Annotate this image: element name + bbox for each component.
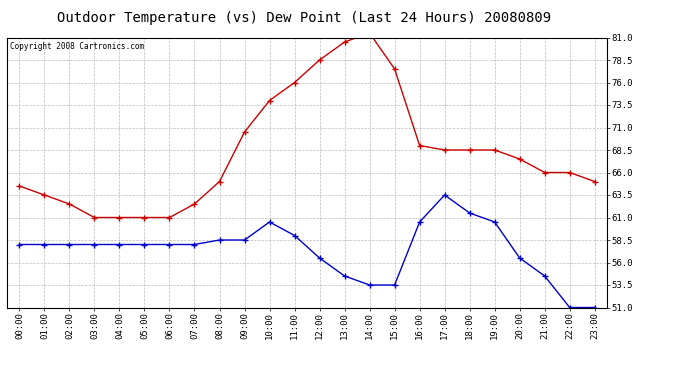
Text: Outdoor Temperature (vs) Dew Point (Last 24 Hours) 20080809: Outdoor Temperature (vs) Dew Point (Last… bbox=[57, 11, 551, 25]
Text: Copyright 2008 Cartronics.com: Copyright 2008 Cartronics.com bbox=[10, 42, 144, 51]
